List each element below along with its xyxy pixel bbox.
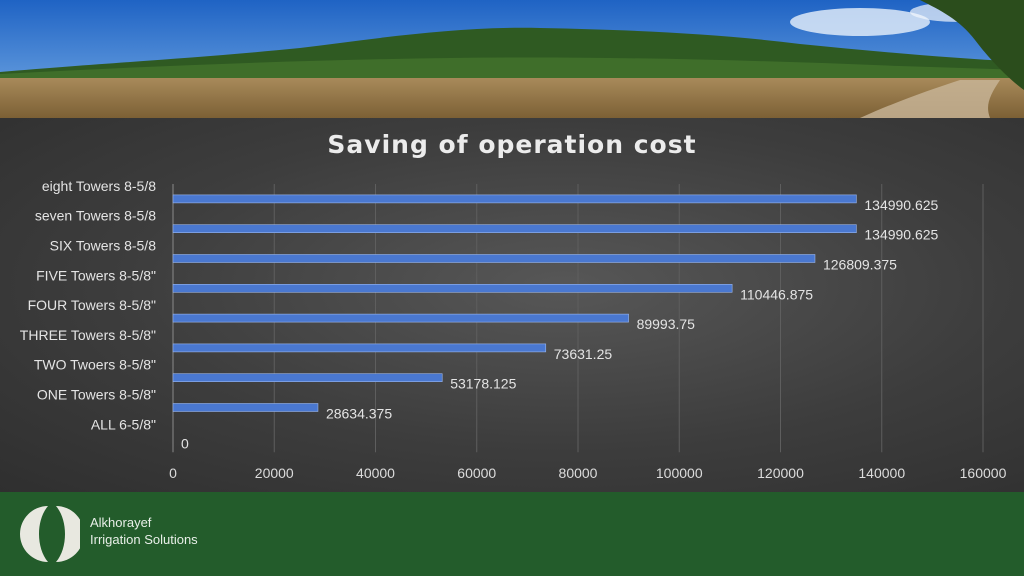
bar	[172, 254, 816, 263]
x-tick-label: 140000	[858, 465, 905, 481]
category-label: TWO Twoers 8-5/8"	[34, 357, 156, 373]
category-label: FIVE Towers 8-5/8"	[36, 267, 156, 283]
x-tick-label: 100000	[656, 465, 703, 481]
data-label: 110446.875	[740, 286, 813, 302]
data-label: 134990.625	[864, 197, 938, 213]
bar	[172, 403, 319, 412]
bar	[172, 373, 443, 382]
bar-chart: 0 20000 40000 60000 80000 100000 120000 140000 1…	[20, 178, 1007, 481]
landscape-image	[0, 0, 1024, 118]
footer: Alkhorayef Irrigation Solutions	[0, 492, 1024, 576]
x-tick-label: 80000	[559, 465, 598, 481]
x-tick-label: 40000	[356, 465, 395, 481]
category-label: eight Towers 8-5/8	[42, 178, 156, 194]
chart-title: Saving of operation cost	[327, 130, 697, 159]
data-label: 89993.75	[637, 316, 696, 332]
category-label: FOUR Towers 8-5/8"	[28, 297, 156, 313]
brand-name: Alkhorayef Irrigation Solutions	[90, 514, 198, 548]
category-label: THREE Towers 8-5/8"	[20, 327, 156, 343]
category-label: seven Towers 8-5/8	[35, 208, 156, 224]
category-label: SIX Towers 8-5/8	[50, 238, 157, 254]
bar	[172, 284, 733, 293]
bar	[172, 313, 629, 323]
x-tick-label: 0	[169, 465, 177, 481]
brand-logo-icon	[20, 506, 80, 562]
brand-line-1: Alkhorayef	[90, 515, 152, 530]
x-tick-label: 120000	[757, 465, 804, 481]
data-label: 134990.625	[864, 227, 938, 243]
bar	[172, 343, 547, 353]
x-tick-label: 20000	[255, 465, 294, 481]
x-tick-label: 160000	[960, 465, 1007, 481]
bar	[172, 224, 857, 233]
category-label: ONE Towers 8-5/8"	[37, 387, 156, 403]
landscape-banner	[0, 0, 1024, 118]
chart-area: Saving of operation cost 0 20000 40000 6000…	[0, 118, 1024, 492]
category-label: ALL 6-5/8"	[91, 416, 156, 432]
data-label: 0	[181, 435, 189, 451]
brand-line-2: Irrigation Solutions	[90, 532, 198, 547]
data-label: 73631.25	[554, 346, 613, 362]
data-label: 28634.375	[326, 406, 392, 422]
data-label: 126809.375	[823, 257, 897, 273]
bar	[172, 194, 857, 204]
x-tick-label: 60000	[457, 465, 496, 481]
data-label: 53178.125	[450, 376, 516, 392]
